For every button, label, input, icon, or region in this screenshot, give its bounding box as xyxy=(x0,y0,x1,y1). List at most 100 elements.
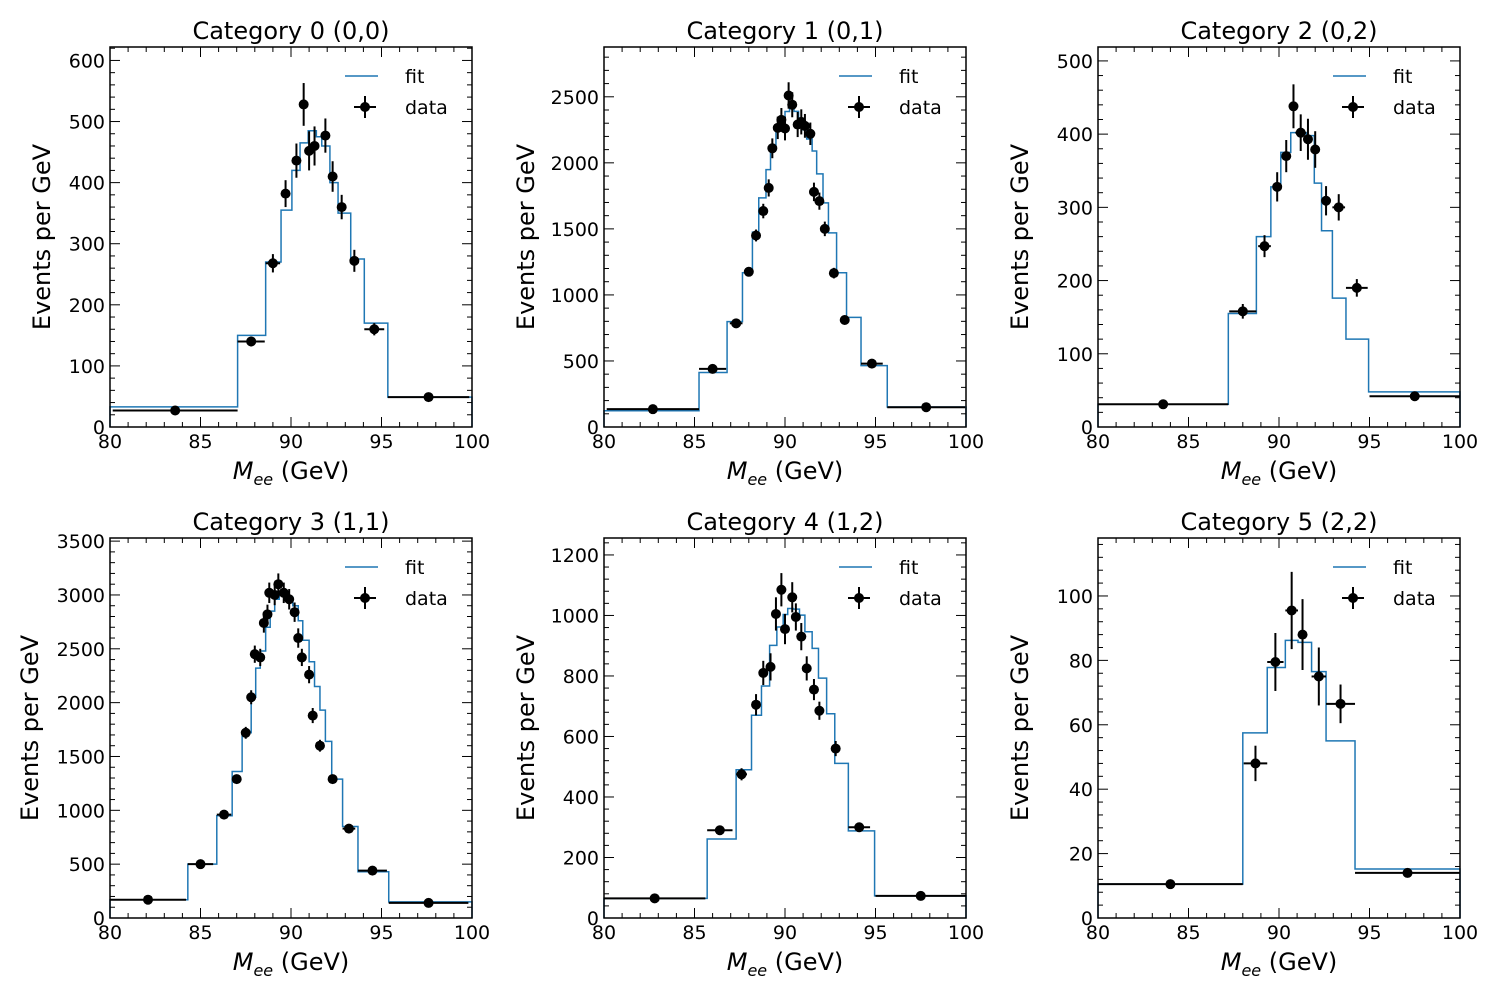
legend-fit-label: fit xyxy=(1393,66,1412,88)
data-marker xyxy=(1295,127,1306,138)
data-point xyxy=(289,602,300,622)
data-marker xyxy=(231,774,242,785)
x-tick-label: 85 xyxy=(188,431,212,453)
legend-data-marker xyxy=(360,593,370,603)
legend-fit-label: fit xyxy=(899,66,918,88)
x-tick-label: 100 xyxy=(948,431,984,453)
data-marker xyxy=(327,171,338,182)
legend-fit-label: fit xyxy=(899,557,918,579)
data-marker xyxy=(799,120,810,131)
data-point xyxy=(298,83,309,126)
fit-histogram-line xyxy=(109,129,473,427)
data-marker xyxy=(780,123,790,134)
data-marker xyxy=(751,699,762,710)
legend: fit data xyxy=(839,66,942,119)
y-tick-label: 1500 xyxy=(57,746,105,768)
y-tick-label: 600 xyxy=(563,726,599,748)
y-tick-label: 500 xyxy=(563,351,599,373)
data-point xyxy=(291,143,302,178)
data-marker xyxy=(714,825,725,836)
data-marker xyxy=(790,611,801,622)
data-marker xyxy=(776,114,787,125)
data-marker xyxy=(783,90,794,101)
legend: fit data xyxy=(1333,557,1436,610)
y-tick-label: 100 xyxy=(1057,344,1093,366)
data-marker xyxy=(309,140,320,151)
data-point xyxy=(309,126,320,166)
x-axis-label: Mee (GeV) xyxy=(1221,457,1338,489)
x-axis-label-symbol: M xyxy=(233,948,254,976)
data-marker xyxy=(796,631,807,642)
data-point xyxy=(606,404,700,415)
data-point xyxy=(307,708,318,724)
data-point xyxy=(336,194,347,220)
data-marker xyxy=(267,258,278,269)
y-axis-label: Events per GeV xyxy=(1006,143,1034,330)
subplot-5: Category 5 (2,2) 80 85 90 95 100 0 20 40 60 80 100 M… xyxy=(1006,508,1478,980)
y-tick-label: 1000 xyxy=(551,285,599,307)
data-marker xyxy=(314,740,325,751)
data-marker xyxy=(776,584,787,595)
data-marker xyxy=(828,268,839,279)
legend-data-label: data xyxy=(1393,97,1436,119)
data-marker xyxy=(369,324,380,335)
data-marker xyxy=(765,661,776,672)
data-point xyxy=(1297,599,1308,671)
subplot-4: Category 4 (1,2)80 85 90 95 1000200400600800… xyxy=(512,508,984,980)
data-point xyxy=(262,604,273,625)
data-point xyxy=(112,405,238,416)
y-tick-label: 2000 xyxy=(57,693,105,715)
data-marker xyxy=(1313,671,1324,682)
fit-histogram-line xyxy=(603,607,967,918)
data-point xyxy=(246,690,257,705)
data-point xyxy=(780,613,790,645)
data-marker xyxy=(273,579,284,590)
y-tick-label: 0 xyxy=(1081,417,1093,439)
data-point xyxy=(830,741,841,757)
x-tick-label: 95 xyxy=(863,431,887,453)
data-point xyxy=(780,116,790,141)
data-point xyxy=(1229,303,1257,319)
data-marker xyxy=(1286,605,1297,616)
data-point xyxy=(1311,647,1327,706)
x-axis-label-unit: (GeV) xyxy=(273,948,349,976)
data-marker xyxy=(280,188,291,199)
x-axis-label-subscript: ee xyxy=(1241,470,1261,489)
y-tick-label: 100 xyxy=(69,356,105,378)
data-marker xyxy=(170,405,181,416)
data-point xyxy=(273,573,284,595)
data-marker xyxy=(772,122,783,133)
data-marker xyxy=(743,266,754,277)
x-axis-label-subscript: ee xyxy=(747,961,767,980)
data-point xyxy=(790,603,801,631)
data-marker xyxy=(1302,134,1313,145)
x-tick-label: 100 xyxy=(1442,922,1478,944)
data-marker xyxy=(1402,867,1413,878)
fit-histogram-line xyxy=(1097,131,1461,427)
data-marker xyxy=(1272,181,1283,192)
data-point xyxy=(1302,118,1313,160)
data-marker xyxy=(763,182,774,193)
x-tick-label: 100 xyxy=(454,922,490,944)
data-point xyxy=(1243,745,1268,782)
data-point xyxy=(887,402,966,413)
data-point xyxy=(808,182,819,202)
x-tick-label: 100 xyxy=(454,431,490,453)
data-point xyxy=(349,249,360,272)
data-point xyxy=(1345,279,1368,297)
data-point xyxy=(265,254,281,273)
subplot-0: Category 0 (0,0) 80 85 90 95 100 0 100 200 300 400… xyxy=(28,17,490,489)
x-axis-label-symbol: M xyxy=(727,948,748,976)
x-tick-label: 85 xyxy=(682,431,706,453)
data-point xyxy=(1285,571,1299,650)
x-axis-label: Mee (GeV) xyxy=(233,948,350,980)
data-point xyxy=(814,701,825,720)
data-point xyxy=(751,694,762,716)
data-marker xyxy=(751,230,762,241)
data-point xyxy=(805,122,816,146)
data-point xyxy=(1288,84,1299,129)
data-point xyxy=(758,203,769,219)
y-tick-label: 400 xyxy=(1057,124,1093,146)
data-marker xyxy=(1321,195,1332,206)
data-marker xyxy=(814,196,825,207)
